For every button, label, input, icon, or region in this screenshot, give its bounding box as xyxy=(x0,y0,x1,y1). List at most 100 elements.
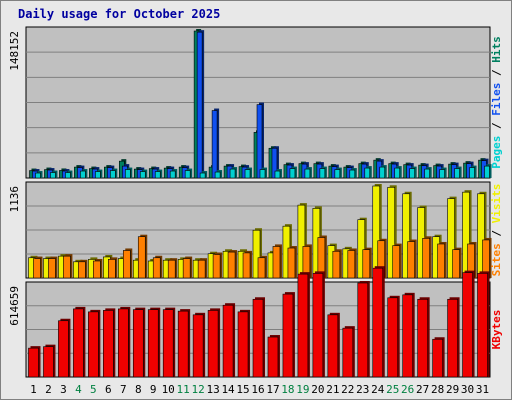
bar-pages-day-23 xyxy=(364,167,371,179)
x-tick-label-day-29: 29 xyxy=(446,383,459,396)
x-tick-label-day-23: 23 xyxy=(356,383,369,396)
bar-sites-day-5 xyxy=(93,260,101,279)
bar-sites-day-21 xyxy=(332,250,341,279)
x-tick-label-day-17: 17 xyxy=(266,383,279,396)
bar-kbytes-day-12 xyxy=(192,314,204,378)
x-tick-label-day-19: 19 xyxy=(296,383,309,396)
x-tick-label-day-2: 2 xyxy=(45,383,52,396)
bar-kbytes-day-14 xyxy=(222,304,234,378)
x-tick-label-day-26: 26 xyxy=(401,383,414,396)
bar-kbytes-day-11 xyxy=(177,310,189,378)
bar-kbytes-day-6 xyxy=(103,310,114,378)
bar-visits-day-25 xyxy=(387,186,396,279)
x-tick-label-day-1: 1 xyxy=(30,383,37,396)
side-label-hits: Hits xyxy=(490,36,503,63)
bar-kbytes-day-13 xyxy=(207,310,219,378)
bar-pages-day-20 xyxy=(319,168,326,179)
x-tick-label-day-20: 20 xyxy=(311,383,324,396)
bar-pages-day-27 xyxy=(424,168,430,179)
bar-pages-day-13 xyxy=(214,171,221,179)
panel-hits_files_pages-side-label: Pages / Files / Hits xyxy=(490,36,503,169)
side-label-sites: Sites xyxy=(490,243,503,276)
bar-sites-day-17 xyxy=(272,246,281,279)
bar-pages-day-15 xyxy=(244,169,251,179)
side-label-files: Files xyxy=(490,83,503,116)
bar-kbytes-day-28 xyxy=(432,338,443,378)
bar-visits-day-29 xyxy=(447,198,455,279)
bar-pages-day-29 xyxy=(454,168,460,179)
bar-pages-day-3 xyxy=(65,172,71,179)
bar-kbytes-day-18 xyxy=(282,293,294,378)
x-tick-label-day-6: 6 xyxy=(105,383,112,396)
bar-files-day-13 xyxy=(211,110,218,179)
x-tick-label-day-5: 5 xyxy=(90,383,97,396)
bar-pages-day-7 xyxy=(124,169,131,179)
bar-sites-day-14 xyxy=(227,251,236,279)
chart-title: Daily usage for October 2025 xyxy=(18,7,221,21)
bar-pages-day-2 xyxy=(50,172,56,179)
bar-pages-day-5 xyxy=(95,171,101,179)
bar-pages-day-26 xyxy=(409,168,415,179)
x-tick-label-day-10: 10 xyxy=(162,383,175,396)
bar-pages-day-12 xyxy=(199,172,206,179)
bar-sites-day-6 xyxy=(108,259,116,279)
x-tick-label-day-9: 9 xyxy=(150,383,157,396)
bar-sites-day-8 xyxy=(137,236,146,279)
bar-sites-day-1 xyxy=(33,258,41,279)
bar-sites-day-18 xyxy=(287,247,296,279)
bar-sites-day-10 xyxy=(167,259,176,279)
bar-sites-day-28 xyxy=(437,243,445,279)
x-tick-label-day-18: 18 xyxy=(281,383,294,396)
bar-kbytes-day-5 xyxy=(88,311,99,378)
x-tick-label-day-28: 28 xyxy=(431,383,444,396)
bar-kbytes-day-24 xyxy=(372,267,384,378)
bar-pages-day-9 xyxy=(154,171,161,179)
bar-pages-day-4 xyxy=(80,170,86,179)
bar-sites-day-22 xyxy=(347,250,356,279)
x-tick-label-day-25: 25 xyxy=(386,383,399,396)
bar-sites-day-15 xyxy=(242,252,251,279)
bar-files-day-12 xyxy=(196,31,203,179)
bar-kbytes-day-31 xyxy=(477,273,488,378)
panel-kbytes-side-label: KBytes xyxy=(490,310,503,350)
bar-pages-day-14 xyxy=(229,168,236,179)
bar-kbytes-day-22 xyxy=(342,327,354,378)
bar-visits-day-16 xyxy=(252,229,261,279)
bar-pages-day-8 xyxy=(139,171,146,179)
x-tick-label-day-4: 4 xyxy=(75,383,82,396)
x-tick-label-day-16: 16 xyxy=(251,383,264,396)
bar-pages-day-30 xyxy=(469,167,475,179)
x-tick-label-day-30: 30 xyxy=(461,383,474,396)
bar-pages-day-1 xyxy=(35,172,41,179)
bar-sites-day-27 xyxy=(422,238,430,279)
x-tick-label-day-12: 12 xyxy=(192,383,205,396)
x-tick-label-day-14: 14 xyxy=(221,383,235,396)
bar-pages-day-6 xyxy=(110,170,116,179)
bar-kbytes-day-19 xyxy=(297,273,309,378)
side-label-kbytes: KBytes xyxy=(490,310,503,350)
bar-sites-day-13 xyxy=(212,254,221,279)
x-tick-label-day-24: 24 xyxy=(371,383,385,396)
bar-sites-day-3 xyxy=(63,255,71,279)
bar-pages-day-11 xyxy=(184,170,191,179)
bar-kbytes-day-30 xyxy=(462,272,473,378)
panel-visits_sites-ymax-label: 1136 xyxy=(8,186,21,213)
bar-sites-day-16 xyxy=(257,257,266,279)
x-tick-label-day-22: 22 xyxy=(341,383,354,396)
x-tick-label-day-13: 13 xyxy=(206,383,219,396)
bar-sites-day-25 xyxy=(392,245,401,279)
bar-kbytes-day-16 xyxy=(252,298,264,378)
bar-sites-day-7 xyxy=(122,250,131,279)
bar-files-day-17 xyxy=(271,147,278,179)
bar-sites-day-2 xyxy=(48,258,56,279)
bar-sites-day-9 xyxy=(152,257,161,279)
bar-kbytes-day-2 xyxy=(43,346,54,378)
bar-kbytes-day-10 xyxy=(162,309,174,378)
side-label-visits: Visits xyxy=(490,184,503,224)
bar-sites-day-26 xyxy=(407,241,415,279)
x-tick-label-day-11: 11 xyxy=(177,383,190,396)
x-tick-label-day-3: 3 xyxy=(60,383,67,396)
bar-kbytes-day-26 xyxy=(402,294,413,378)
bar-kbytes-day-8 xyxy=(132,309,144,378)
